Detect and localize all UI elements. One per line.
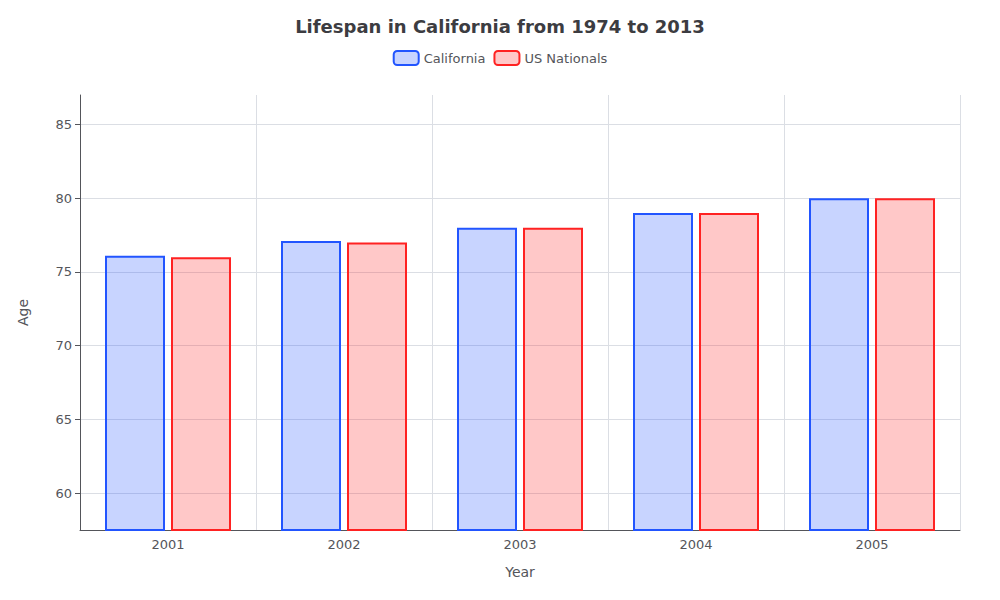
- svg-text:2002: 2002: [327, 537, 360, 552]
- svg-text:California: California: [424, 51, 486, 66]
- svg-text:80: 80: [55, 191, 72, 206]
- svg-text:2003: 2003: [503, 537, 536, 552]
- svg-text:85: 85: [55, 117, 72, 132]
- svg-text:US Nationals: US Nationals: [524, 51, 607, 66]
- svg-text:2001: 2001: [151, 537, 184, 552]
- svg-text:Age: Age: [15, 299, 31, 326]
- svg-text:Year: Year: [504, 564, 535, 580]
- svg-text:65: 65: [55, 412, 72, 427]
- svg-text:Lifespan in California from 19: Lifespan in California from 1974 to 2013: [295, 16, 705, 37]
- svg-text:2004: 2004: [679, 537, 712, 552]
- svg-text:2005: 2005: [855, 537, 888, 552]
- svg-text:70: 70: [55, 338, 72, 353]
- svg-text:75: 75: [55, 264, 72, 279]
- svg-text:60: 60: [55, 486, 72, 501]
